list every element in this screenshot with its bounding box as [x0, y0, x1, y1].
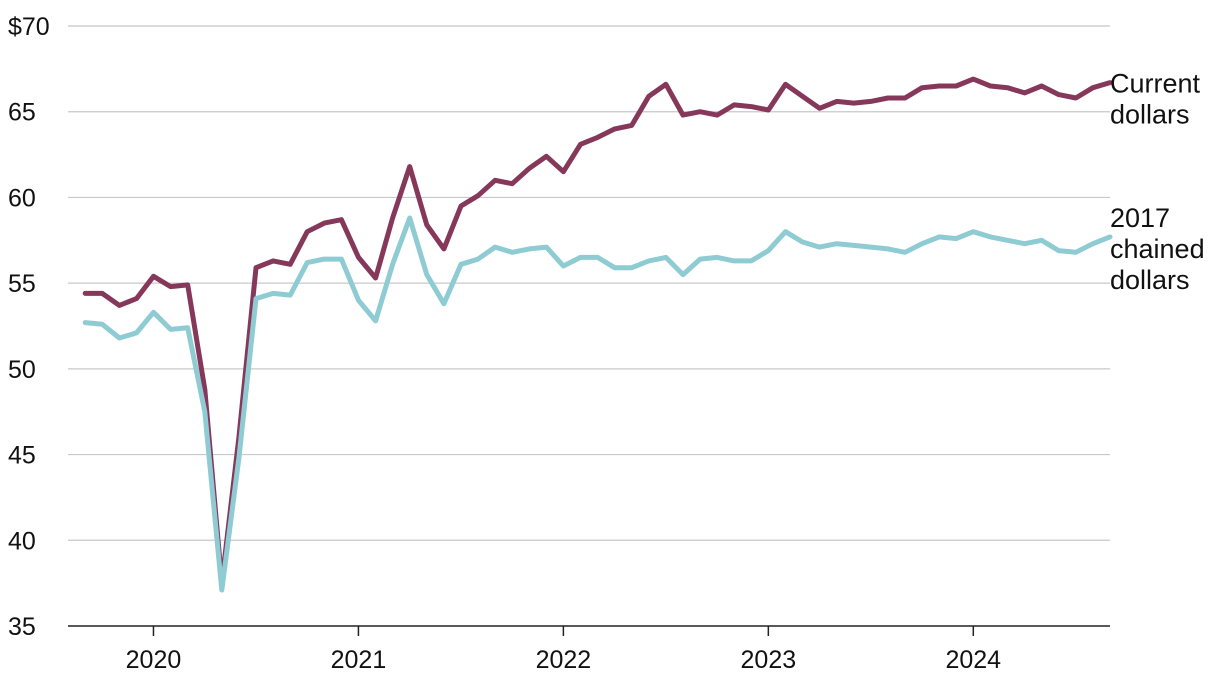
x-tick-label: 2023 — [741, 646, 797, 674]
gridlines — [68, 25, 1110, 627]
series-line-chained-dollars — [82, 215, 1113, 593]
series-label-chained-dollars: 2017 chained dollars — [1110, 203, 1205, 295]
y-tick-label: 40 — [8, 527, 36, 555]
series-label-line: chained — [1110, 234, 1205, 264]
x-tick-label: 2020 — [126, 646, 182, 674]
series-lines — [82, 76, 1113, 593]
y-tick-label: 65 — [8, 99, 36, 127]
series-line-current-dollars — [82, 76, 1113, 586]
series-label-line: dollars — [1110, 100, 1190, 130]
series-label-current-dollars: Current dollars — [1110, 69, 1201, 130]
series-label-line: dollars — [1110, 265, 1190, 295]
x-axis: 2020 2021 2022 2023 2024 — [126, 626, 1001, 674]
x-tick-label: 2024 — [945, 646, 1001, 674]
x-tick-label: 2022 — [536, 646, 592, 674]
y-tick-label: $70 — [8, 13, 50, 41]
y-tick-label: 50 — [8, 356, 36, 384]
y-tick-label: 45 — [8, 442, 36, 470]
x-tick-label: 2021 — [331, 646, 387, 674]
y-tick-label: 60 — [8, 184, 36, 212]
y-tick-label: 35 — [8, 613, 36, 641]
series-label-line: Current — [1110, 69, 1201, 99]
series-label-line: 2017 — [1110, 203, 1170, 233]
y-tick-label: 55 — [8, 270, 36, 298]
y-axis-ticks: 35 40 45 50 55 60 65 $70 — [8, 13, 50, 641]
